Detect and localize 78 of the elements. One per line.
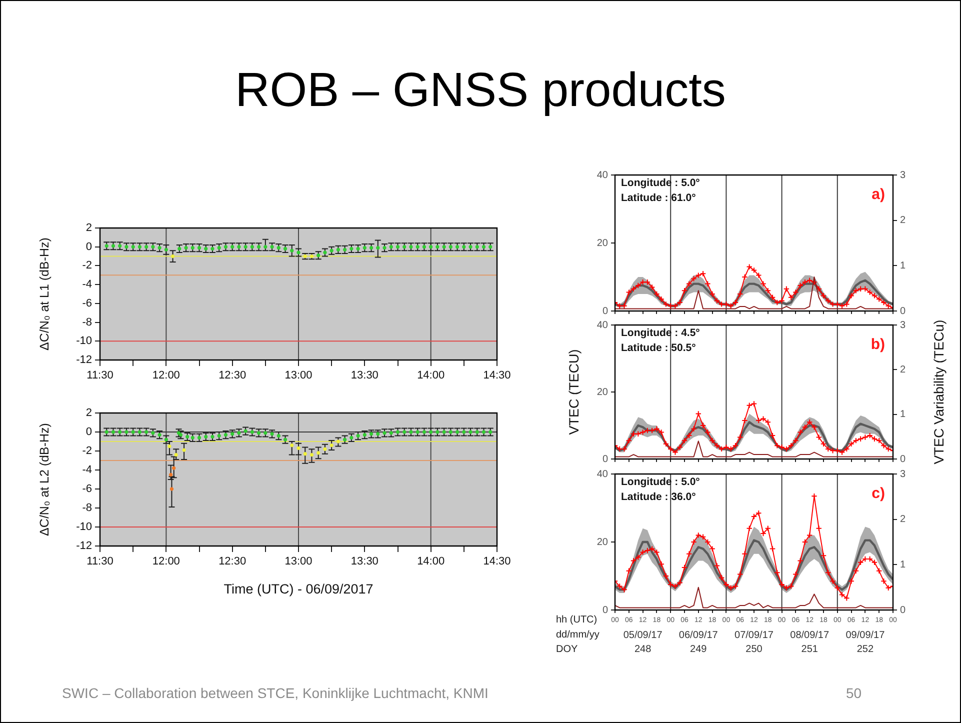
y-tick-label: -10 [76, 335, 92, 348]
y2-tick-label: 2 [900, 514, 906, 526]
x2-tick-label: 09/09/17 [846, 630, 886, 641]
x-tick-label: 13:00 [284, 556, 312, 568]
y-tick-label: 40 [596, 320, 608, 331]
chart-title: ROB – GNSS products [235, 64, 726, 117]
text: 249 [690, 644, 708, 655]
x-tick-label: 11:30 [86, 556, 114, 568]
x-tick-label: 14:30 [483, 556, 511, 568]
x-tick-label: 12:00 [152, 556, 180, 568]
y-tick-label: -8 [82, 502, 92, 514]
y-tick-label: 0 [86, 240, 92, 253]
text: 252 [856, 644, 874, 655]
x-tick-label: 14:30 [483, 370, 511, 382]
y2-tick-label: 1 [900, 260, 906, 272]
y2-tick-label: 2 [900, 364, 906, 376]
text: 248 [634, 644, 652, 655]
text: 251 [801, 644, 818, 655]
y-tick-label: -6 [82, 483, 92, 496]
y2-tick-label: 0 [900, 604, 906, 616]
y-tick-label: -2 [82, 445, 92, 458]
y-tick-label: 0 [86, 426, 92, 438]
y-tick-label: 0 [602, 306, 608, 317]
annotation: Latitude : 61.0° [621, 192, 696, 204]
x-tick-label: 12:30 [218, 370, 246, 382]
y2-tick-label: 1 [900, 559, 906, 570]
x-tick-label: 12:00 [152, 370, 180, 382]
x2-tick-label: 05/09/17 [623, 630, 663, 641]
y2-tick-label: 1 [900, 409, 906, 420]
annotation: Latitude : 50.5° [621, 342, 696, 354]
y-tick-label: -12 [76, 540, 92, 552]
annotation: Latitude : 36.0° [621, 490, 696, 503]
y-tick-label: -4 [82, 464, 92, 476]
y2-axis-title: VTEC Variability (TECu) [932, 320, 947, 464]
y-axis-title: ΔC/N₀ at L1 (dB-Hz) [37, 238, 52, 350]
y-tick-label: 2 [86, 407, 92, 420]
x2-tick-label: 08/09/17 [790, 630, 830, 641]
y-tick-label: 20 [596, 536, 608, 548]
text: 250 [746, 644, 763, 655]
text: 50 [846, 685, 862, 702]
x-tick-label: 13:30 [350, 370, 378, 382]
y2-tick-label: 3 [900, 170, 906, 181]
y-tick-label: -6 [82, 297, 92, 310]
y-tick-label: 0 [602, 604, 608, 616]
x2-axis-title: dd/mm/yy [556, 629, 600, 640]
x2-tick-label: 07/09/17 [734, 630, 774, 641]
y2-tick-label: 0 [900, 454, 906, 465]
x-tick-label: 11:30 [86, 370, 114, 382]
y2-tick-label: 2 [900, 215, 906, 226]
y-tick-label: 20 [596, 238, 608, 249]
y-tick-label: -4 [82, 278, 92, 291]
y-axis-title: ΔC/N₀ at L2 (dB-Hz) [37, 423, 52, 536]
y-tick-label: 2 [86, 222, 92, 234]
x-axis-title: hh (UTC) [556, 614, 598, 626]
y-tick-label: -10 [76, 521, 92, 534]
text: DOY [556, 644, 578, 655]
x-axis-title: Time (UTC) - 06/09/2017 [224, 582, 374, 597]
y-tick-label: 0 [602, 454, 608, 465]
y2-tick-label: 3 [900, 468, 906, 480]
x-tick-label: 12:30 [218, 556, 246, 568]
y-tick-label: 40 [596, 170, 608, 181]
y-tick-label: -12 [76, 354, 92, 366]
text: c) [872, 485, 885, 502]
text: SWIC – Collaboration between STCE, Koninklijke Luchtmacht, KNMI [62, 685, 488, 702]
x-tick-label: 14:00 [417, 556, 445, 568]
y-tick-label: -8 [82, 316, 92, 328]
text: b) [870, 336, 885, 354]
y-tick-label: 40 [596, 468, 608, 480]
x-tick-label: 13:00 [284, 370, 312, 382]
y-axis-title: VTEC (TECU) [566, 349, 582, 435]
x2-tick-label: 06/09/17 [678, 630, 718, 641]
y2-tick-label: 0 [900, 306, 906, 317]
y-tick-label: 20 [596, 386, 608, 398]
y2-tick-label: 3 [900, 320, 906, 331]
x-tick-label: 13:30 [350, 556, 378, 568]
x-tick-label: 14:00 [417, 370, 445, 382]
y-tick-label: -2 [82, 260, 92, 272]
text: a) [872, 186, 885, 204]
